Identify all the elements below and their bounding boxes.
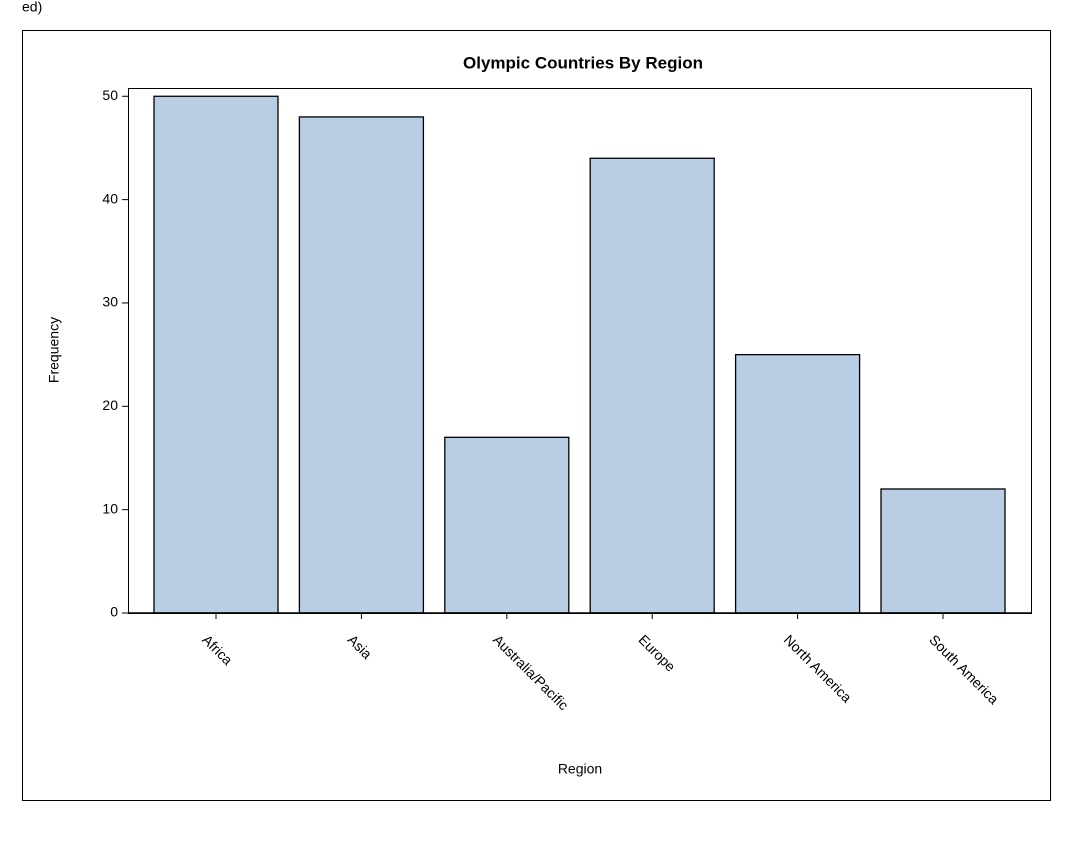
y-tick-label: 10 <box>102 500 118 516</box>
x-tick-label: Australia/Pacific <box>490 631 572 713</box>
chart-frame <box>22 30 1051 801</box>
bar <box>153 95 279 614</box>
bar <box>444 436 570 614</box>
chart-title: Olympic Countries By Region <box>463 53 703 72</box>
x-tick-label: Asia <box>345 631 376 662</box>
x-tick-label: Africa <box>199 631 236 668</box>
x-axis-label: Region <box>558 761 602 777</box>
bar <box>734 353 861 614</box>
y-tick-label: 0 <box>110 604 118 620</box>
bar <box>589 157 715 614</box>
x-tick-label: Europe <box>635 631 678 674</box>
y-tick-label: 50 <box>102 87 118 103</box>
x-tick-label: South America <box>926 631 1002 707</box>
caption-fragment: ed) <box>22 0 42 15</box>
y-tick-label: 20 <box>102 397 118 413</box>
x-tick-label: North America <box>781 631 855 705</box>
y-tick-label: 40 <box>102 190 118 206</box>
bar <box>880 488 1006 614</box>
y-tick-label: 30 <box>102 294 118 310</box>
y-axis-label: Frequency <box>46 317 62 383</box>
bar <box>298 116 425 614</box>
